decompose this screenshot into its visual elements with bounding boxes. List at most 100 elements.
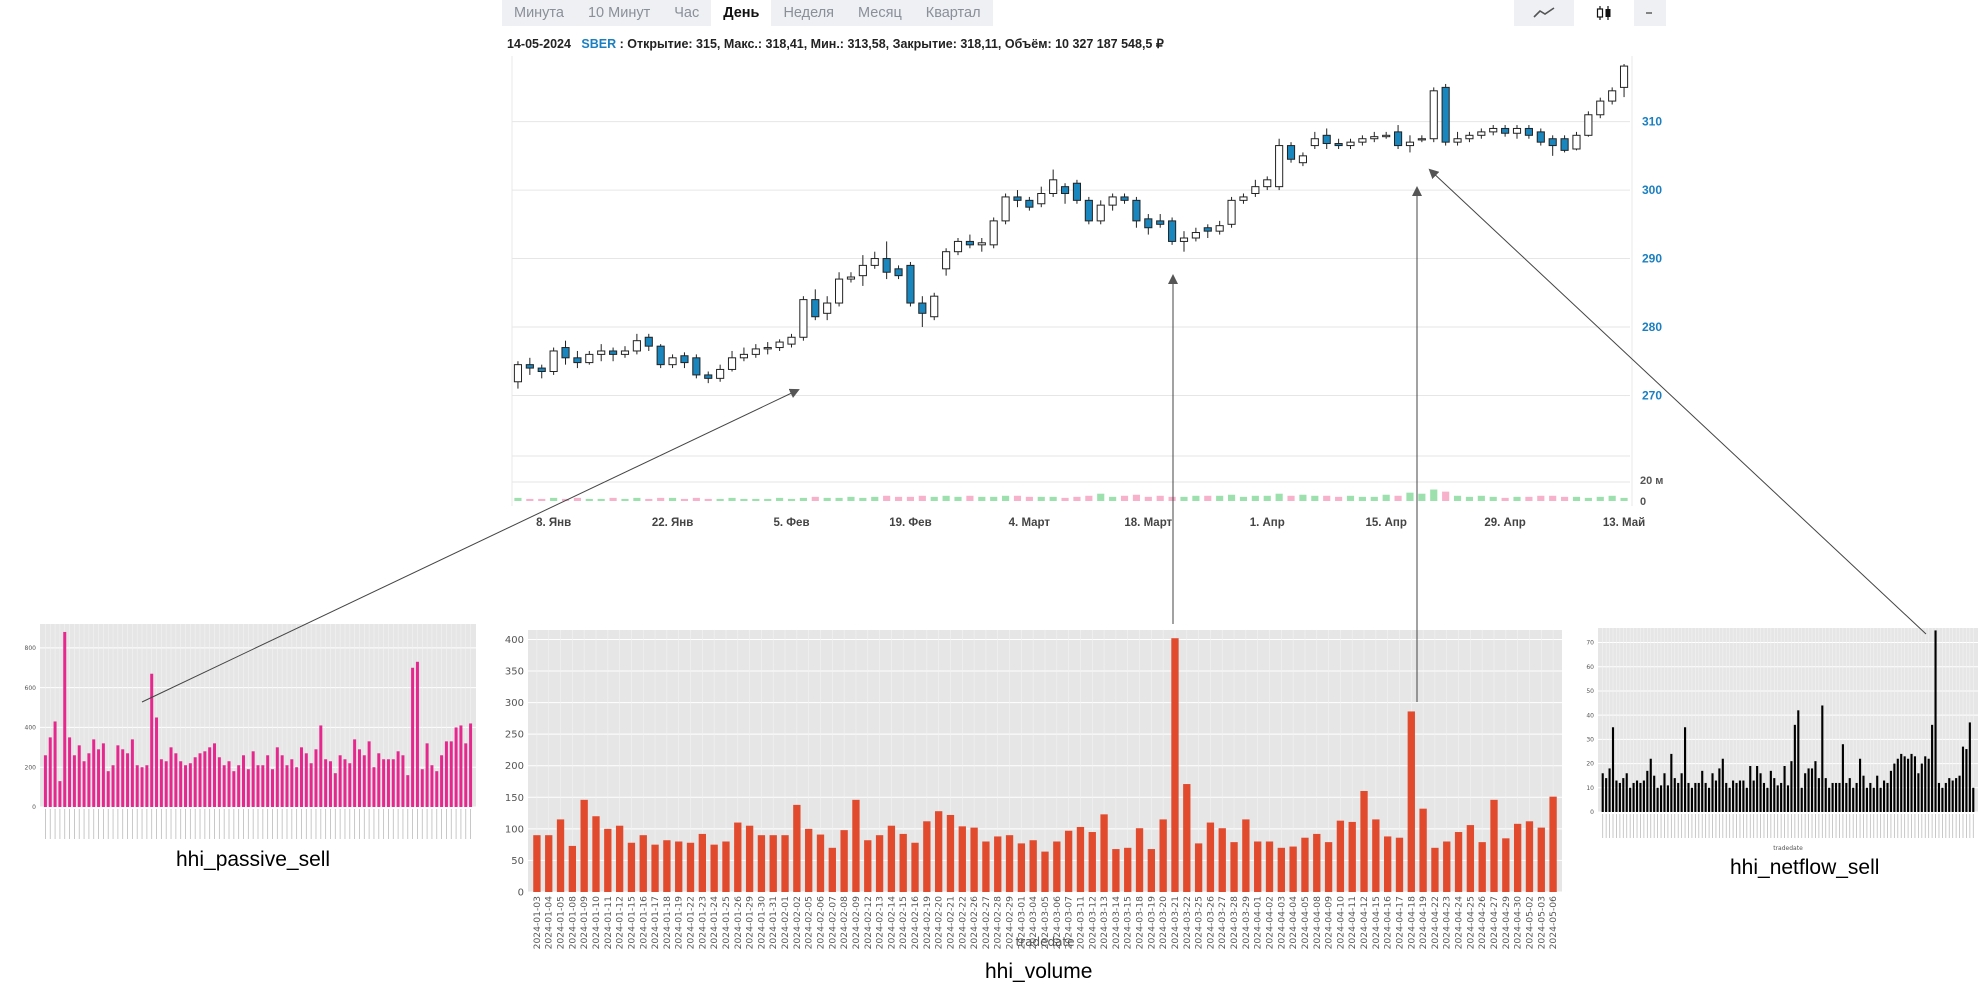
tab-timeframe[interactable]: День bbox=[711, 0, 772, 26]
bar bbox=[545, 835, 553, 892]
bar bbox=[1828, 787, 1831, 812]
bar bbox=[994, 836, 1002, 892]
bar bbox=[757, 835, 766, 892]
bar bbox=[150, 673, 154, 807]
bar bbox=[1601, 773, 1604, 812]
bar bbox=[1749, 766, 1752, 812]
volume-bar bbox=[1156, 495, 1164, 501]
bar bbox=[734, 822, 742, 892]
bar bbox=[1883, 780, 1886, 812]
bar bbox=[309, 763, 313, 807]
bar bbox=[710, 844, 718, 892]
candle-body bbox=[1382, 134, 1391, 138]
bar bbox=[1549, 796, 1557, 892]
volume-bar bbox=[1263, 495, 1271, 501]
candle-body bbox=[1524, 127, 1533, 136]
bar bbox=[1088, 832, 1096, 892]
bar bbox=[1972, 787, 1975, 812]
bar bbox=[401, 755, 405, 807]
x-tick-label: 2024-01-19 bbox=[674, 896, 685, 950]
bar bbox=[304, 753, 308, 807]
volume-bar bbox=[883, 495, 891, 501]
line-chart-button[interactable] bbox=[1514, 0, 1574, 26]
bar bbox=[1701, 770, 1704, 812]
candle-body bbox=[1346, 141, 1355, 147]
bar bbox=[1814, 761, 1817, 812]
candlestick-chart[interactable]: 270 280 290 300 310 0 20 м 8. Янв 22. Янв 5. Фев 1… bbox=[500, 56, 1668, 530]
bar bbox=[1927, 758, 1930, 812]
tab-timeframe[interactable]: Квартал bbox=[925, 5, 981, 21]
tab-timeframe[interactable]: Минута bbox=[514, 5, 564, 21]
volume-bar bbox=[1572, 496, 1581, 501]
bar bbox=[53, 721, 57, 807]
bar bbox=[1384, 836, 1392, 892]
bar bbox=[179, 761, 183, 807]
candle-body bbox=[704, 374, 713, 379]
bar bbox=[319, 725, 323, 807]
tab-timeframe[interactable]: 10 Минут bbox=[587, 5, 651, 21]
volume-bar bbox=[538, 498, 546, 501]
x-tick-label: 2024-04-17 bbox=[1394, 896, 1405, 950]
bar bbox=[1041, 851, 1049, 892]
volume-bar bbox=[823, 497, 831, 501]
x-tick-label: 13. Май bbox=[1603, 517, 1645, 529]
candlestick-button[interactable] bbox=[1574, 0, 1634, 26]
volume-bar bbox=[942, 495, 950, 501]
candle-body bbox=[1227, 199, 1236, 225]
bar bbox=[48, 737, 52, 807]
bar bbox=[970, 827, 978, 892]
ohlc-info-bar: 14-05-2024 SBER : Открытие: 315, Макс.: … bbox=[507, 36, 1164, 51]
volume-bar bbox=[585, 498, 593, 501]
tab-timeframe[interactable]: Месяц bbox=[858, 5, 902, 21]
bar bbox=[121, 749, 125, 807]
bar bbox=[464, 743, 468, 807]
bar bbox=[1834, 782, 1838, 812]
tab-timeframe[interactable]: Неделя bbox=[783, 5, 835, 21]
x-tick-label: 2024-01-09 bbox=[579, 896, 590, 950]
candle-body bbox=[1441, 86, 1450, 143]
volume-bar bbox=[1584, 497, 1592, 501]
bar bbox=[651, 844, 659, 892]
more-chart-types-button[interactable] bbox=[1634, 0, 1666, 26]
tab-timeframe[interactable]: Час bbox=[674, 5, 700, 21]
candle-body bbox=[1394, 131, 1403, 147]
volume-bar bbox=[573, 497, 581, 501]
volume-bar bbox=[668, 497, 677, 501]
volume-bar bbox=[1525, 496, 1533, 501]
bar bbox=[1005, 835, 1014, 892]
volume-bar bbox=[609, 497, 617, 501]
y-tick-label: 30 bbox=[1586, 736, 1594, 743]
bar bbox=[362, 755, 366, 807]
bar bbox=[982, 841, 990, 892]
y-tick-label: 800 bbox=[25, 645, 37, 652]
y-tick-label: 400 bbox=[505, 635, 524, 646]
bar bbox=[266, 755, 270, 807]
volume-bar bbox=[1192, 495, 1200, 501]
candle-body bbox=[918, 302, 927, 314]
volume-bar bbox=[1251, 495, 1259, 501]
x-tick-label: 2024-04-01 bbox=[1253, 896, 1264, 949]
y-tick-label: 0 bbox=[32, 804, 36, 811]
bar bbox=[353, 739, 357, 807]
volume-bar bbox=[621, 498, 629, 501]
candle-body bbox=[1191, 232, 1200, 239]
bar bbox=[1752, 780, 1755, 812]
bar bbox=[270, 769, 274, 807]
volume-bar bbox=[526, 498, 534, 501]
bar bbox=[184, 765, 188, 807]
bar bbox=[1537, 827, 1545, 892]
volume-bar bbox=[811, 496, 819, 501]
y-tick-label: 0 bbox=[518, 888, 524, 899]
bar bbox=[348, 763, 352, 807]
bar bbox=[1112, 849, 1120, 892]
x-tick-label: 2024-01-10 bbox=[591, 896, 602, 950]
candle-body bbox=[1156, 220, 1165, 225]
bar bbox=[1903, 756, 1906, 812]
bar bbox=[130, 739, 134, 807]
candle-body bbox=[1619, 65, 1629, 88]
bar bbox=[663, 840, 671, 892]
volume-bar bbox=[1132, 494, 1140, 501]
bar bbox=[367, 741, 371, 807]
volume-bar bbox=[1394, 495, 1402, 501]
candle-body bbox=[668, 357, 677, 366]
